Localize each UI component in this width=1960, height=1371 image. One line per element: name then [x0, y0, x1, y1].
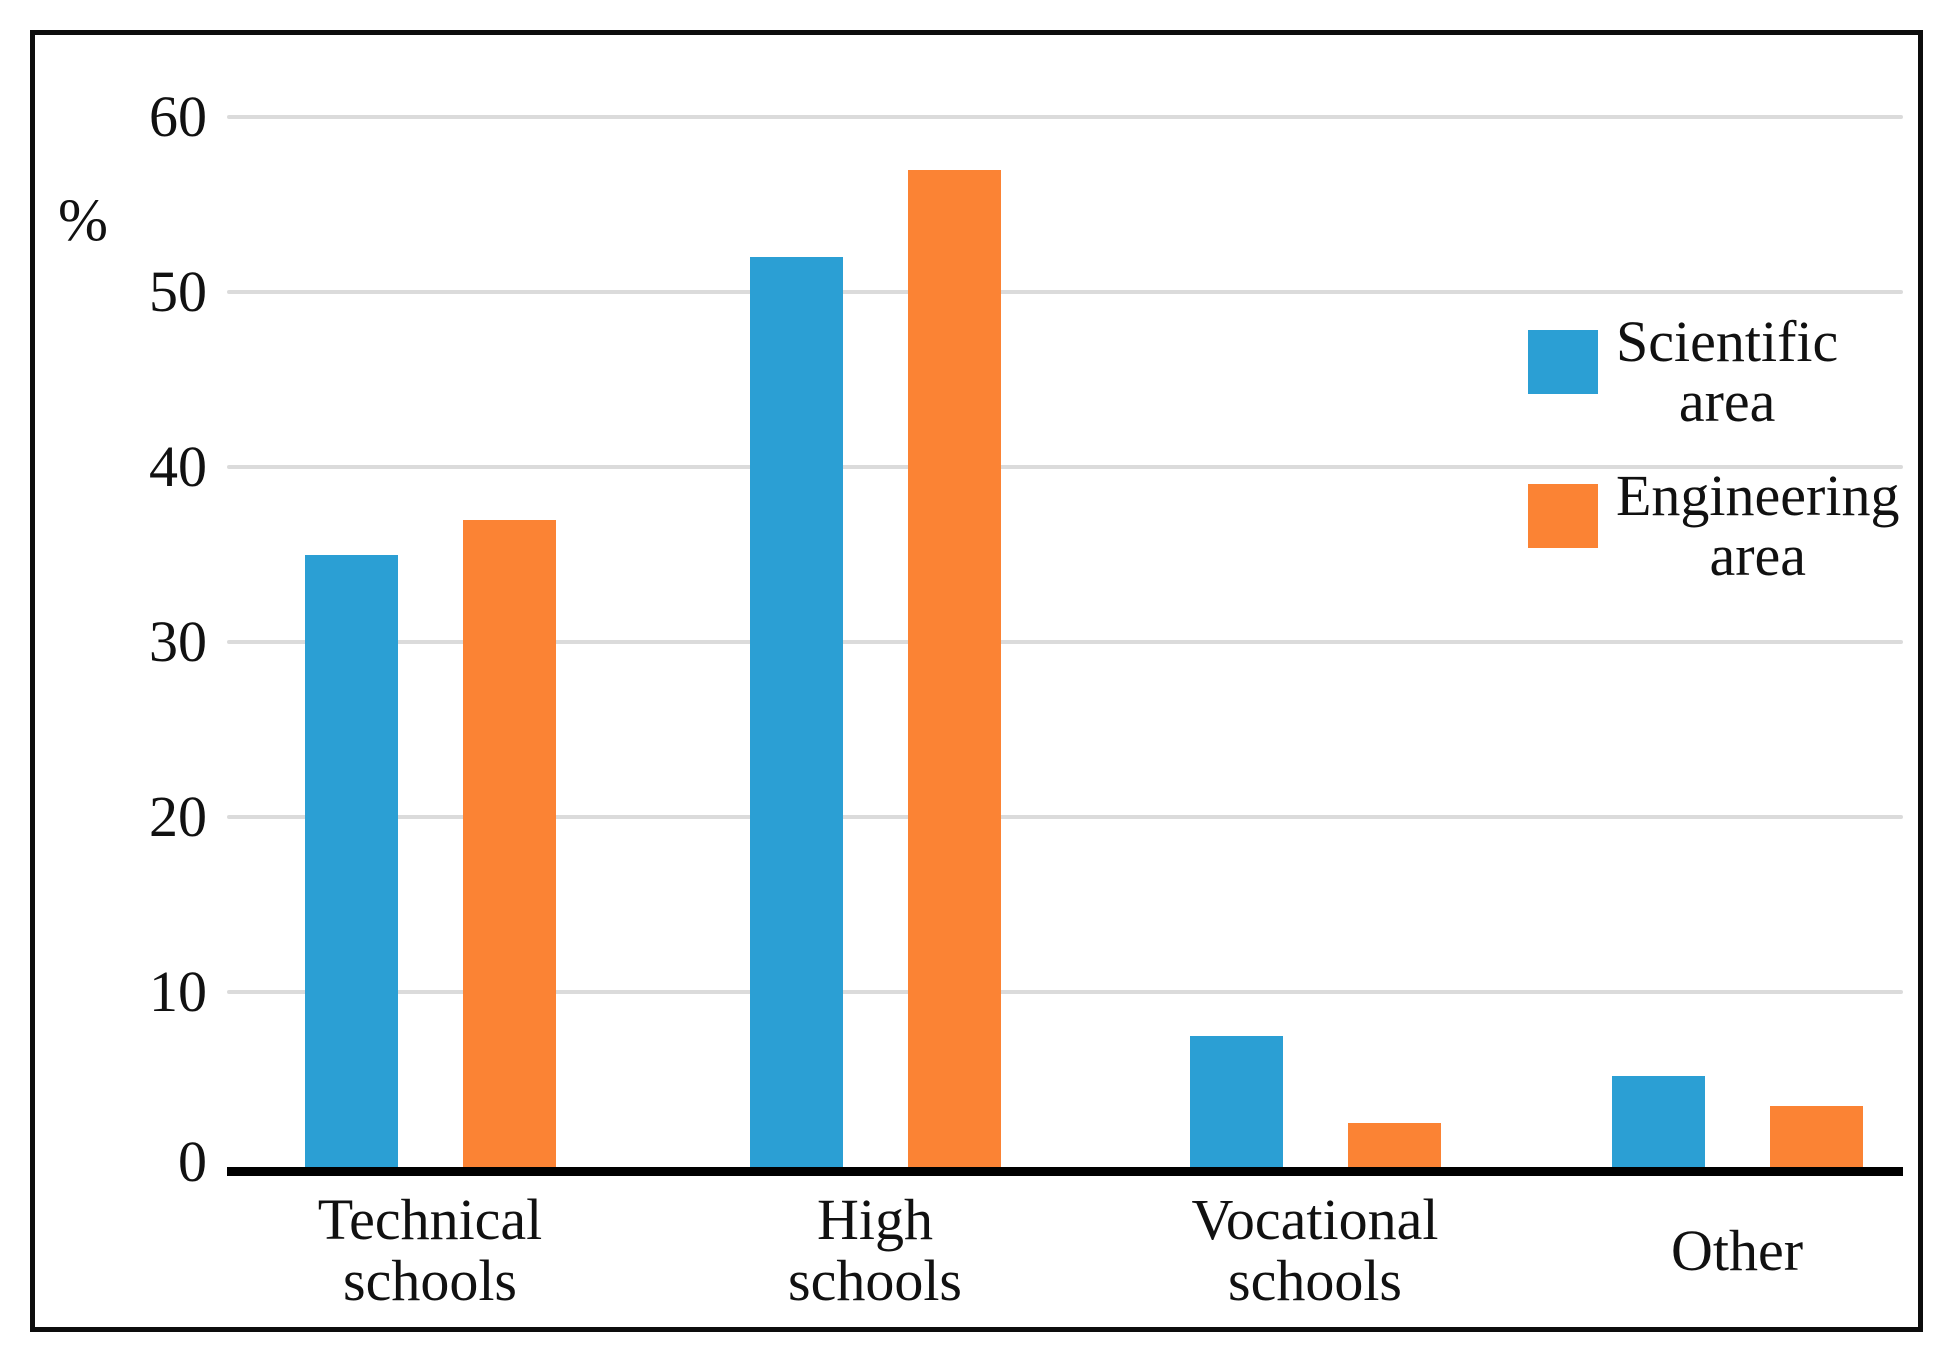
y-tick-label-30: 30: [149, 609, 207, 674]
x-axis-label-line: Technical: [317, 1187, 543, 1252]
x-axis-label-technical: Technical schools: [210, 1185, 650, 1315]
gridline-10: [227, 990, 1903, 994]
legend-label-line: area: [1678, 369, 1776, 434]
x-axis-label-line: schools: [343, 1248, 517, 1313]
x-axis-label-line: schools: [1228, 1248, 1402, 1313]
gridline-30: [227, 640, 1903, 644]
x-axis-label-line: schools: [788, 1248, 962, 1313]
x-axis-label-line: Other: [1670, 1217, 1804, 1283]
x-axis-label-line: High: [817, 1187, 933, 1252]
bar-engineering-other: [1769, 1105, 1863, 1167]
legend-label: Scientific area: [1616, 312, 1838, 432]
legend-item-engineering: Engineering area: [1528, 466, 1899, 586]
gridline-40: [227, 465, 1903, 469]
bar-engineering-high: [907, 169, 1001, 1167]
y-tick-label-40: 40: [149, 434, 207, 499]
x-axis-label-other: Other: [1517, 1185, 1957, 1315]
legend-label-line: Engineering: [1616, 463, 1900, 528]
x-axis-label-line: Vocational: [1191, 1187, 1439, 1252]
bar-scientific-technical: [304, 554, 398, 1167]
gridline-20: [227, 815, 1903, 819]
legend-label: Engineering area: [1616, 466, 1899, 586]
bar-scientific-high: [749, 257, 843, 1167]
bar-scientific-vocational: [1189, 1035, 1283, 1167]
bar-engineering-vocational: [1347, 1123, 1441, 1167]
gridline-50: [227, 290, 1903, 294]
bar-engineering-technical: [462, 519, 556, 1167]
y-tick-label-60: 60: [149, 84, 207, 149]
x-axis-label-vocational: Vocational schools: [1095, 1185, 1535, 1315]
y-tick-label-10: 10: [149, 959, 207, 1024]
gridline-60: [227, 115, 1903, 119]
legend-label-line: Scientific: [1616, 309, 1839, 374]
x-axis-line: [227, 1167, 1903, 1176]
x-axis-label-high: High schools: [655, 1185, 1095, 1315]
y-axis-title: %: [58, 187, 108, 253]
y-tick-label-50: 50: [149, 259, 207, 324]
legend-label-line: area: [1709, 523, 1806, 588]
legend-item-scientific: Scientific area: [1528, 312, 1838, 432]
bar-scientific-other: [1611, 1076, 1705, 1167]
y-tick-label-0: 0: [178, 1129, 207, 1194]
y-tick-label-20: 20: [149, 784, 207, 849]
legend-swatch-engineering: [1528, 484, 1598, 548]
legend-swatch-scientific: [1528, 330, 1598, 394]
